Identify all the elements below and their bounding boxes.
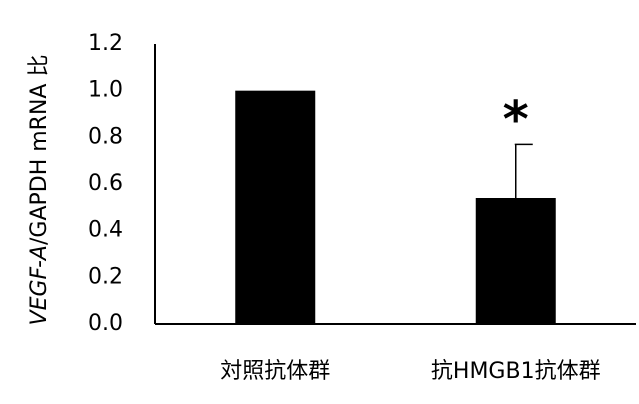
y-tick-label: 0.6 (88, 171, 123, 196)
y-tick-label: 0.4 (88, 218, 123, 243)
y-tick-label: 0.2 (88, 264, 123, 289)
y-axis-title-rest: /GAPDH mRNA 比 (27, 55, 52, 245)
y-axis-title-italic: VEGF-A (27, 245, 52, 325)
bar (235, 90, 316, 325)
significance-marker: * (503, 90, 529, 148)
y-tick-label: 0.8 (88, 124, 123, 149)
y-tick-label: 1.0 (88, 78, 123, 103)
y-tick-label: 1.2 (88, 31, 123, 56)
y-axis-title: VEGF-A/GAPDH mRNA 比 (27, 55, 52, 326)
x-tick-label: 抗HMGB1抗体群 (431, 359, 601, 384)
chart-marks: 0.0 0.2 0.4 0.6 0.8 1.0 1.2 対照抗体群 * 抗HMGB1抗体群 (88, 31, 601, 384)
x-tick-label: 対照抗体群 (220, 359, 330, 384)
bar (475, 198, 556, 324)
y-tick-label: 0.0 (88, 311, 123, 336)
